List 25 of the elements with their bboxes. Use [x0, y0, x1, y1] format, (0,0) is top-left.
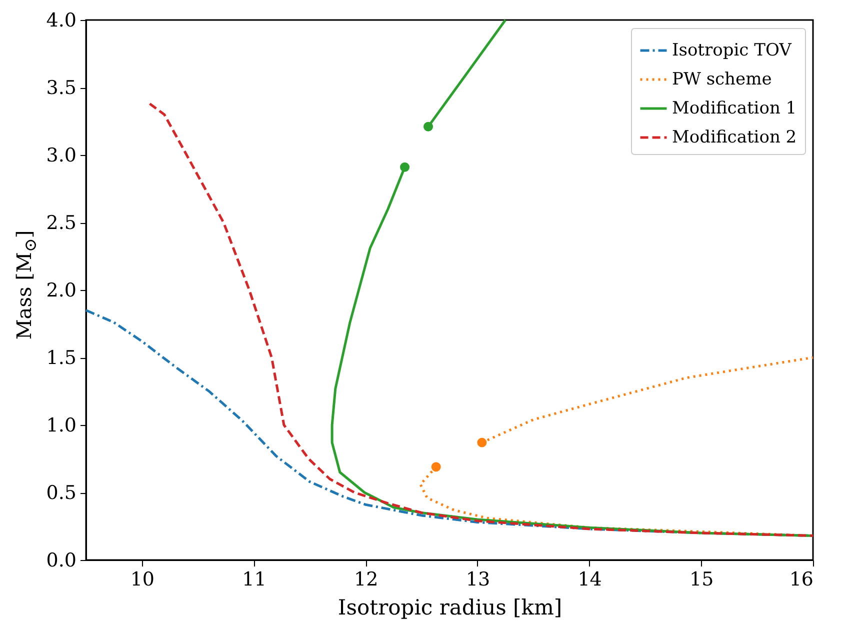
y-tick-label: 2.5: [46, 212, 76, 234]
legend-label: Modification 2: [672, 128, 797, 148]
legend-label: Isotropic TOV: [672, 40, 792, 60]
y-tick-label: 0.5: [46, 482, 76, 504]
y-tick-label: 3.0: [46, 144, 76, 166]
x-tick-label: 13: [466, 568, 490, 590]
y-tick-label: 3.5: [46, 77, 76, 99]
point: [477, 438, 487, 448]
line-series: [148, 102, 814, 537]
x-tick-label: 11: [242, 568, 266, 590]
y-tick-label: 0.0: [46, 550, 76, 572]
x-tick-label: 12: [354, 568, 378, 590]
x-tick-label: 15: [690, 568, 714, 590]
point: [400, 162, 410, 172]
x-tick-label: 16: [789, 568, 814, 590]
y-tick-label: 4.0: [46, 10, 76, 32]
x-tick-label: 10: [130, 568, 155, 590]
y-tick-label: 1.5: [46, 347, 76, 369]
y-tick-label: 2.0: [46, 280, 76, 302]
legend-label: Modification 1: [672, 98, 797, 118]
x-tick-label: 14: [578, 568, 602, 590]
x-axis-title: Isotropic radius [km]: [338, 596, 562, 620]
y-tick-label: 1.0: [46, 414, 76, 436]
legend-label: PW scheme: [672, 70, 772, 90]
point: [431, 462, 441, 472]
